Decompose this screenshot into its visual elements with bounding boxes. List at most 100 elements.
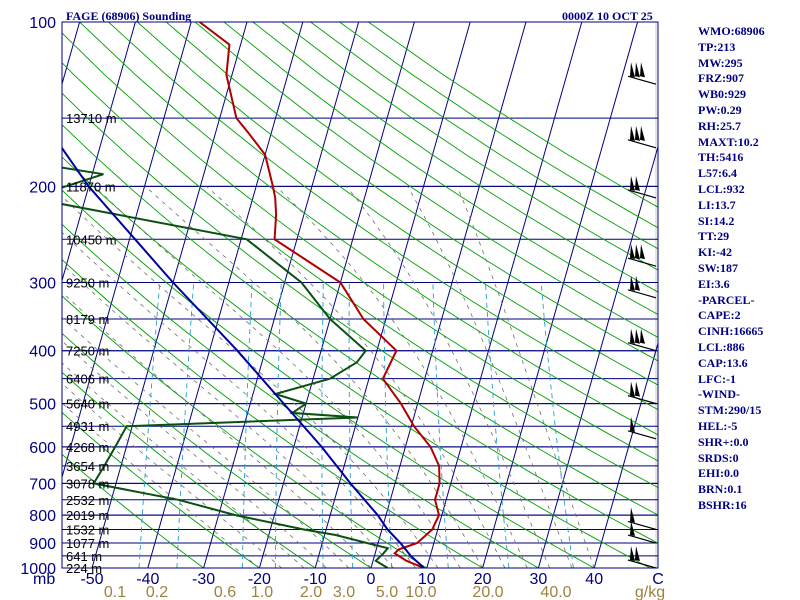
- barb-staff: [627, 559, 657, 569]
- height-label: 3078 m: [66, 476, 109, 491]
- barb-pennant: [640, 328, 645, 344]
- mixing-ratio-line: [432, 282, 449, 568]
- moist-adiabat-line: [62, 382, 282, 568]
- barb-pennant: [630, 507, 635, 523]
- index-item: LI:13.7: [698, 197, 736, 212]
- mixing-ratio-tick-label: 2.0: [300, 584, 322, 600]
- pressure-unit-label: mb: [33, 571, 55, 588]
- moist-adiabat-line: [407, 186, 573, 568]
- pressure-tick-label: 800: [29, 508, 56, 525]
- index-item: CAPE:2: [698, 308, 741, 323]
- dry-adiabat-line: [62, 295, 428, 568]
- index-item: -WIND-: [698, 387, 740, 402]
- index-item: LCL:886: [698, 339, 745, 354]
- height-label: 13710 m: [66, 111, 117, 126]
- barb-pennant: [635, 381, 640, 397]
- dry-adiabat-line: [62, 411, 261, 568]
- sounding-indices-list: WMO:68906 TP:213 MW:295 FRZ:907 WB0:929 PW:0.…: [698, 24, 765, 514]
- mixing-ratio-line: [274, 282, 282, 568]
- isotherm-line: [482, 22, 639, 568]
- moist-adiabat-line: [62, 402, 260, 568]
- mixing-ratio-line: [176, 282, 195, 568]
- isotherm-line: [426, 22, 583, 568]
- wind-barb: [627, 275, 657, 299]
- temperature-line: [198, 22, 441, 568]
- temperature-tick-label: -50: [80, 571, 103, 588]
- dry-adiabat-line: [223, 22, 658, 316]
- barb-pennant: [630, 381, 635, 397]
- isotherm-line: [258, 22, 415, 568]
- mixing-ratio-line: [540, 282, 574, 568]
- pressure-tick-label: 1000: [20, 561, 56, 578]
- grid-lines: [62, 22, 658, 568]
- wind-barb: [627, 507, 657, 531]
- barb-pennant: [630, 244, 635, 260]
- isotherm-line: [62, 22, 136, 283]
- index-item: LFC:-1: [698, 371, 736, 386]
- temperature-tick-label: -30: [192, 571, 215, 588]
- index-item: MAXT:10.2: [698, 134, 759, 149]
- temperature-tick-label: -40: [136, 571, 159, 588]
- height-label: 9250 m: [66, 276, 109, 291]
- wind-barb: [627, 125, 657, 149]
- moist-adiabat-line: [275, 186, 528, 568]
- temperature-tick-label: 0: [367, 571, 376, 588]
- moist-adiabat-line: [346, 186, 550, 568]
- barb-pennant: [630, 546, 635, 561]
- dry-adiabat-line: [62, 62, 658, 489]
- barb-pennant: [630, 62, 635, 78]
- dry-adiabat-line: [281, 22, 658, 271]
- mixing-ratio-line: [383, 282, 393, 568]
- barb-pennant: [630, 521, 635, 537]
- temperature-tick-label: -20: [248, 571, 271, 588]
- dry-adiabat-line: [62, 453, 205, 568]
- temperature-tick-label: 40: [585, 571, 603, 588]
- height-label: 224 m: [66, 561, 102, 576]
- barb-pennant: [630, 328, 635, 344]
- dry-adiabat-line: [62, 258, 484, 568]
- height-label: 1077 m: [66, 536, 109, 551]
- moist-adiabat-line: [145, 186, 483, 568]
- height-label: 4268 m: [66, 440, 109, 455]
- pressure-tick-label: 400: [29, 344, 56, 361]
- height-label: 2019 m: [66, 508, 109, 523]
- series-lines: [62, 22, 441, 568]
- moist-adiabat-line: [62, 317, 349, 568]
- temperature-tick-label: 30: [530, 571, 548, 588]
- barb-staff: [627, 189, 657, 199]
- barb-staff: [627, 139, 657, 149]
- barb-pennant: [635, 546, 640, 561]
- barb-pennant: [630, 175, 635, 191]
- dry-adiabat-line: [62, 124, 658, 544]
- barb-pennant: [640, 244, 645, 260]
- dry-adiabat-line: [165, 22, 658, 362]
- height-label: 1532 m: [66, 522, 109, 537]
- barb-staff: [627, 342, 657, 352]
- dry-adiabat-line: [62, 223, 540, 568]
- moist-adiabat-line: [62, 195, 439, 568]
- mixing-ratio-tick-label: 0.6: [214, 584, 236, 600]
- barb-pennant: [635, 275, 640, 291]
- pressure-tick-label: 300: [29, 276, 56, 293]
- mixing-ratio-tick-label: 20.0: [472, 584, 503, 600]
- index-item: EI:3.6: [698, 276, 730, 291]
- index-item: CAP:13.6: [698, 355, 748, 370]
- wind-barbs: [627, 22, 657, 569]
- height-label: 2532 m: [66, 493, 109, 508]
- wind-barb: [627, 546, 657, 569]
- pressure-tick-label: 700: [29, 476, 56, 493]
- pressure-tick-label: 600: [29, 440, 56, 457]
- dry-adiabat-line: [62, 189, 596, 568]
- pressure-tick-label: 100: [29, 15, 56, 32]
- isotherm-line: [147, 22, 304, 568]
- index-item: FRZ:907: [698, 71, 744, 86]
- pressure-tick-label: 200: [29, 179, 56, 196]
- mixing-ratio-tick-label: 1.0: [251, 584, 273, 600]
- mixing-ratio-tick-label: 3.0: [333, 584, 355, 600]
- index-item: TP:213: [698, 39, 736, 54]
- mixing-ratio-line: [321, 282, 324, 568]
- index-item: EHI:0.0: [698, 466, 740, 481]
- wind-barb: [627, 328, 657, 352]
